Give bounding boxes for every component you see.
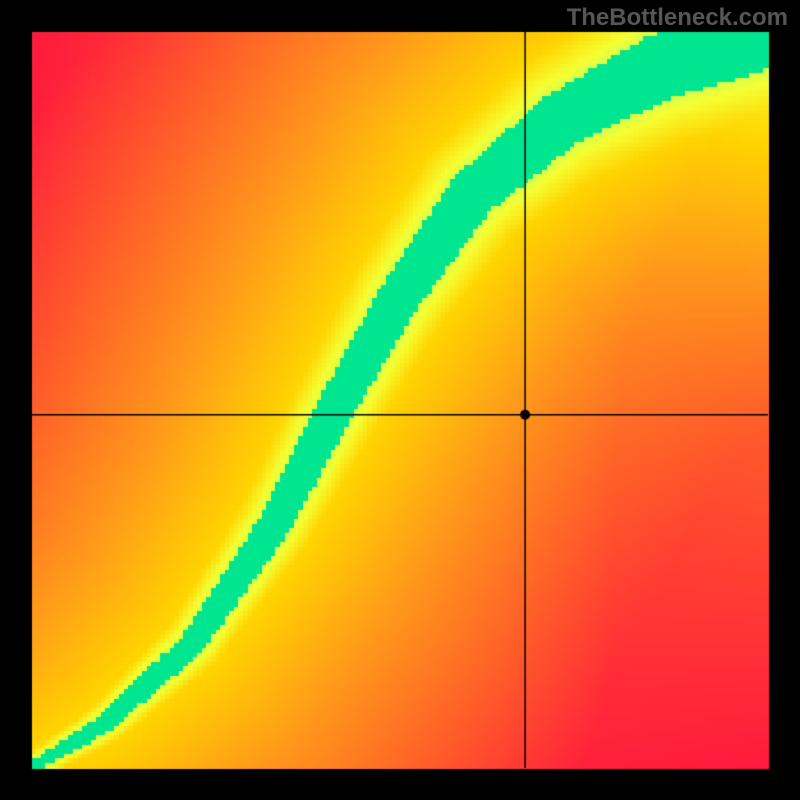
bottleneck-heatmap <box>0 0 800 800</box>
chart-container: TheBottleneck.com <box>0 0 800 800</box>
watermark-label: TheBottleneck.com <box>567 4 788 32</box>
